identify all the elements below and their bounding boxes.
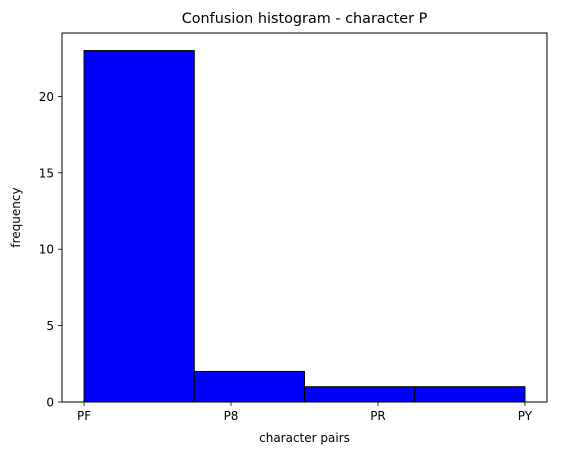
bar-3 bbox=[414, 386, 526, 403]
y-tick-label-2: 10 bbox=[39, 243, 54, 257]
bars-group bbox=[83, 50, 526, 403]
y-tick-label-1: 5 bbox=[46, 319, 54, 333]
x-tick-label-2: PR bbox=[370, 409, 386, 423]
y-axis-ticks: 0 5 10 15 20 bbox=[39, 90, 62, 410]
x-tick-label-3: PY bbox=[518, 409, 533, 423]
plot-frame bbox=[61, 32, 548, 403]
y-tick-label-3: 15 bbox=[39, 166, 54, 180]
x-axis-label: character pairs bbox=[259, 431, 350, 445]
chart-title: Confusion histogram - character P bbox=[182, 11, 428, 27]
x-tick-label-1: P8 bbox=[224, 409, 239, 423]
x-axis-ticks: PF P8 PR PY bbox=[77, 402, 533, 423]
bar-0 bbox=[83, 50, 195, 403]
bar-2 bbox=[304, 386, 416, 403]
y-tick-label-0: 0 bbox=[46, 396, 54, 410]
bar-1 bbox=[193, 370, 305, 403]
x-tick-label-0: PF bbox=[77, 409, 91, 423]
y-axis-label: frequency bbox=[9, 187, 23, 247]
y-tick-label-4: 20 bbox=[39, 90, 54, 104]
